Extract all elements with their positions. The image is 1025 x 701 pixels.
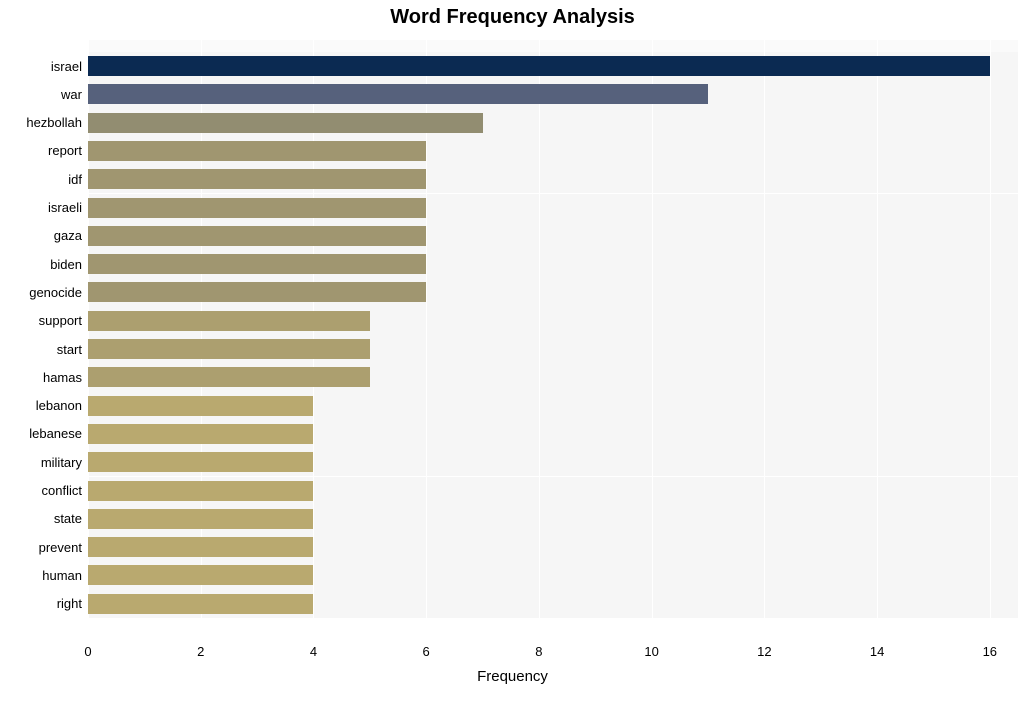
y-tick-label: gaza [54, 229, 82, 242]
bar [88, 594, 313, 614]
y-tick-label: support [39, 314, 82, 327]
xaxis-title: Frequency [0, 668, 1025, 685]
y-tick-label: genocide [29, 286, 82, 299]
bar [88, 226, 426, 246]
y-tick-label: state [54, 512, 82, 525]
bar [88, 452, 313, 472]
chart-title: Word Frequency Analysis [0, 6, 1025, 29]
y-tick-label: biden [50, 258, 82, 271]
x-tick-label: 16 [983, 644, 997, 659]
word-frequency-chart: Word Frequency Analysis Frequency israel… [0, 0, 1025, 701]
y-tick-label: hezbollah [26, 116, 82, 129]
y-tick-label: right [57, 597, 82, 610]
bar [88, 282, 426, 302]
bar [88, 509, 313, 529]
bar [88, 367, 370, 387]
y-tick-label: israeli [48, 201, 82, 214]
bar [88, 481, 313, 501]
bar [88, 254, 426, 274]
gridline [877, 40, 878, 636]
plot-band [88, 40, 1018, 52]
y-tick-label: lebanon [36, 399, 82, 412]
bar [88, 56, 990, 76]
x-tick-label: 0 [84, 644, 91, 659]
bar [88, 113, 483, 133]
gridline [652, 40, 653, 636]
x-tick-label: 14 [870, 644, 884, 659]
bar [88, 565, 313, 585]
y-tick-label: report [48, 144, 82, 157]
bar [88, 84, 708, 104]
gridline [990, 40, 991, 636]
x-tick-label: 8 [535, 644, 542, 659]
y-tick-label: conflict [42, 484, 82, 497]
y-tick-label: hamas [43, 371, 82, 384]
gridline [539, 40, 540, 636]
y-tick-label: start [57, 343, 82, 356]
y-tick-label: idf [68, 173, 82, 186]
bar [88, 396, 313, 416]
bar [88, 169, 426, 189]
x-tick-label: 6 [423, 644, 430, 659]
y-tick-label: human [42, 569, 82, 582]
bar [88, 311, 370, 331]
bar [88, 141, 426, 161]
x-tick-label: 2 [197, 644, 204, 659]
y-tick-label: israel [51, 60, 82, 73]
x-tick-label: 10 [644, 644, 658, 659]
bar [88, 198, 426, 218]
y-tick-label: war [61, 88, 82, 101]
bar [88, 424, 313, 444]
y-tick-label: prevent [39, 541, 82, 554]
bar [88, 339, 370, 359]
y-tick-label: military [41, 456, 82, 469]
x-tick-label: 12 [757, 644, 771, 659]
x-tick-label: 4 [310, 644, 317, 659]
bar [88, 537, 313, 557]
gridline [764, 40, 765, 636]
y-tick-label: lebanese [29, 427, 82, 440]
plot-area [88, 40, 1018, 636]
